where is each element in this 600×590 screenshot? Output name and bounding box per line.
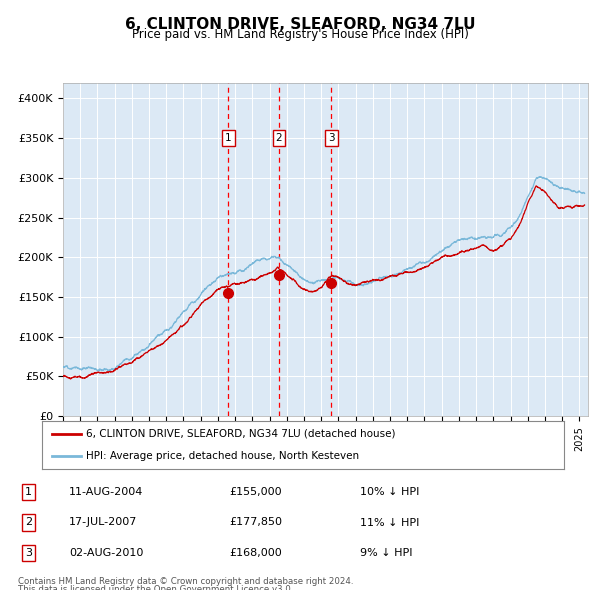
Text: 02-AUG-2010: 02-AUG-2010 bbox=[70, 548, 143, 558]
Text: 3: 3 bbox=[328, 133, 335, 143]
Text: 3: 3 bbox=[25, 548, 32, 558]
Text: 6, CLINTON DRIVE, SLEAFORD, NG34 7LU (detached house): 6, CLINTON DRIVE, SLEAFORD, NG34 7LU (de… bbox=[86, 429, 396, 439]
Text: 17-JUL-2007: 17-JUL-2007 bbox=[70, 517, 137, 527]
Text: This data is licensed under the Open Government Licence v3.0.: This data is licensed under the Open Gov… bbox=[18, 585, 293, 590]
Text: 11-AUG-2004: 11-AUG-2004 bbox=[70, 487, 143, 497]
Text: 10% ↓ HPI: 10% ↓ HPI bbox=[360, 487, 419, 497]
Text: 9% ↓ HPI: 9% ↓ HPI bbox=[360, 548, 413, 558]
Text: £155,000: £155,000 bbox=[229, 487, 281, 497]
Text: 11% ↓ HPI: 11% ↓ HPI bbox=[360, 517, 419, 527]
Text: £177,850: £177,850 bbox=[229, 517, 282, 527]
Text: 2: 2 bbox=[275, 133, 282, 143]
Text: 1: 1 bbox=[225, 133, 232, 143]
Text: HPI: Average price, detached house, North Kesteven: HPI: Average price, detached house, Nort… bbox=[86, 451, 359, 461]
Text: Price paid vs. HM Land Registry's House Price Index (HPI): Price paid vs. HM Land Registry's House … bbox=[131, 28, 469, 41]
Text: Contains HM Land Registry data © Crown copyright and database right 2024.: Contains HM Land Registry data © Crown c… bbox=[18, 577, 353, 586]
Text: £168,000: £168,000 bbox=[229, 548, 281, 558]
Text: 1: 1 bbox=[25, 487, 32, 497]
Text: 2: 2 bbox=[25, 517, 32, 527]
Text: 6, CLINTON DRIVE, SLEAFORD, NG34 7LU: 6, CLINTON DRIVE, SLEAFORD, NG34 7LU bbox=[125, 17, 475, 31]
